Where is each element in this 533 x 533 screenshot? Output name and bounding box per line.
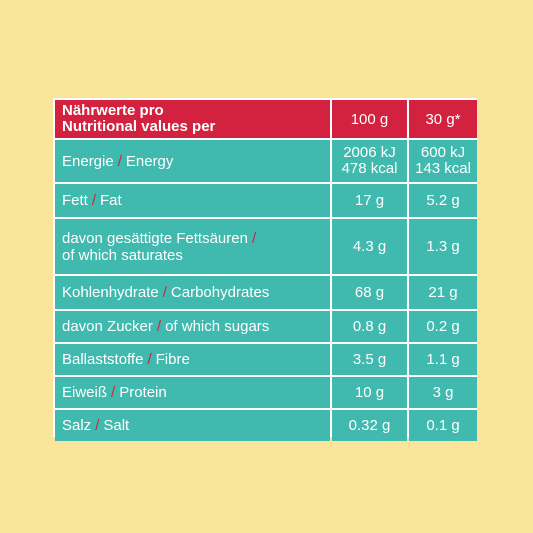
row-label-en: of which saturates — [62, 246, 183, 264]
header-label-de: Nährwerte pro — [62, 102, 164, 119]
nutrition-table: Nährwerte pro Nutritional values per 100… — [53, 98, 477, 441]
row-label-en: Fat — [100, 192, 122, 209]
energy-kj-100g: 2006 kJ — [343, 144, 396, 161]
salt-per-100g: 0.32 g — [332, 410, 407, 441]
separator: / — [117, 152, 122, 170]
energy-per-100g: 2006 kJ 478 kcal — [332, 140, 407, 182]
row-label-de: davon gesättigte Fettsäuren — [62, 229, 248, 247]
sugars-per-30g: 0.2 g — [409, 311, 477, 342]
row-label-en: Carbohydrates — [170, 284, 270, 301]
header-label-en: Nutritional values per — [62, 118, 216, 135]
header-label: Nährwerte pro Nutritional values per — [55, 100, 330, 138]
separator: / — [91, 192, 97, 209]
salt-per-30g: 0.1 g — [409, 410, 477, 441]
separator: / — [111, 384, 116, 401]
row-label-protein: Eiweiß / Protein — [55, 377, 330, 408]
fat-per-100g: 17 g — [332, 184, 407, 217]
separator: / — [95, 417, 100, 434]
row-label-de: Ballaststoffe — [62, 351, 144, 368]
protein-per-30g: 3 g — [409, 377, 477, 408]
energy-per-30g: 600 kJ 143 kcal — [409, 140, 477, 182]
row-label-fibre: Ballaststoffe / Fibre — [55, 344, 330, 375]
row-label-en: Energy — [125, 152, 174, 170]
saturates-per-100g: 4.3 g — [332, 219, 407, 274]
row-label-en: of which sugars — [165, 318, 270, 335]
carbohydrates-per-30g: 21 g — [409, 276, 477, 309]
carbohydrates-per-100g: 68 g — [332, 276, 407, 309]
separator: / — [156, 318, 162, 335]
row-label-saturates: davon gesättigte Fettsäuren / of which sa… — [55, 219, 330, 274]
row-label-wrap: davon gesättigte Fettsäuren / of which sa… — [62, 230, 260, 264]
fibre-per-100g: 3.5 g — [332, 344, 407, 375]
row-label-energy: Energie / Energy — [55, 140, 330, 182]
energy-kcal-100g: 478 kcal — [341, 160, 398, 177]
separator: / — [251, 229, 257, 247]
fat-per-30g: 5.2 g — [409, 184, 477, 217]
row-label-de: Kohlenhydrate — [62, 284, 159, 301]
row-label-fat: Fett / Fat — [55, 184, 330, 217]
row-label-en: Salt — [103, 417, 130, 434]
row-label-de: Eiweiß — [62, 384, 108, 401]
sugars-per-100g: 0.8 g — [332, 311, 407, 342]
row-label-de: Energie — [62, 152, 114, 170]
row-label-carbohydrates: Kohlenhydrate / Carbohydrates — [55, 276, 330, 309]
row-label-en: Protein — [119, 384, 167, 401]
separator: / — [147, 351, 152, 368]
row-label-de: Salz — [62, 417, 92, 434]
row-label-sugars: davon Zucker / of which sugars — [55, 311, 330, 342]
saturates-per-30g: 1.3 g — [409, 219, 477, 274]
row-label-en: Fibre — [155, 351, 190, 368]
row-label-de: Fett — [62, 192, 88, 209]
row-label-de: davon Zucker — [62, 318, 153, 335]
energy-kj-30g: 600 kJ — [420, 144, 466, 161]
energy-kcal-30g: 143 kcal — [415, 160, 471, 177]
row-label-salt: Salz / Salt — [55, 410, 330, 441]
fibre-per-30g: 1.1 g — [409, 344, 477, 375]
separator: / — [162, 284, 167, 301]
protein-per-100g: 10 g — [332, 377, 407, 408]
header-col-30g: 30 g* — [409, 100, 477, 138]
header-col-100g: 100 g — [332, 100, 407, 138]
